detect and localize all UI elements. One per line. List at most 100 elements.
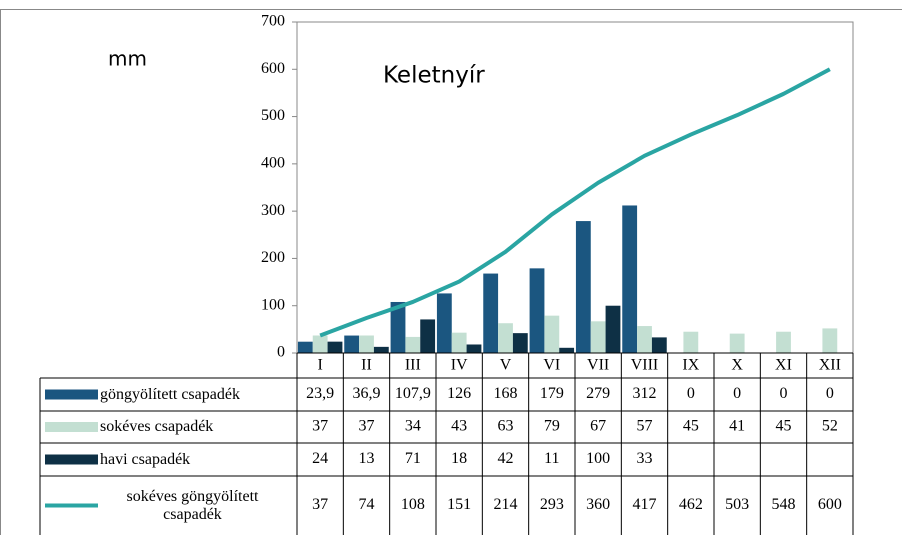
bar xyxy=(405,336,421,353)
table-cell: 108 xyxy=(401,496,425,513)
table-cell: 18 xyxy=(451,450,467,467)
y-axis-label: mm xyxy=(108,47,147,71)
bar xyxy=(512,333,528,353)
x-tick-label: VIII xyxy=(631,357,659,374)
bar xyxy=(622,205,638,353)
table-cell: 548 xyxy=(772,496,796,513)
bar xyxy=(466,344,482,353)
table-cell: 417 xyxy=(633,496,657,513)
table-cell: 168 xyxy=(494,385,518,402)
x-tick-label: I xyxy=(318,357,323,374)
bar xyxy=(373,346,389,353)
x-tick-label: IV xyxy=(451,357,468,374)
table-cell: 43 xyxy=(451,418,467,435)
table-cell: 41 xyxy=(729,418,745,435)
table-cell: 600 xyxy=(818,496,842,513)
table-cell: 45 xyxy=(776,418,792,435)
bar xyxy=(776,331,791,353)
table-cell: 74 xyxy=(359,496,375,513)
legend-label: sokéves göngyölített csapadék xyxy=(126,487,259,523)
bar xyxy=(590,321,606,353)
x-tick-label: III xyxy=(405,357,421,374)
y-tick-label: 700 xyxy=(261,13,285,30)
table-cell: 214 xyxy=(494,496,518,513)
table-cell: 126 xyxy=(447,385,471,402)
table-cell: 36,9 xyxy=(353,385,381,402)
y-tick-label: 0 xyxy=(277,344,285,361)
table-cell: 45 xyxy=(683,418,699,435)
table-cell: 42 xyxy=(498,450,514,467)
legend-label: sokéves csapadék xyxy=(100,418,214,435)
bar xyxy=(483,273,499,353)
bar xyxy=(451,332,467,353)
y-tick-label: 500 xyxy=(261,107,285,124)
x-tick-label: X xyxy=(731,357,743,374)
table-cell: 57 xyxy=(637,418,653,435)
table-cell: 462 xyxy=(679,496,703,513)
table-cell: 67 xyxy=(590,418,606,435)
table-cell: 100 xyxy=(586,450,610,467)
table-cell: 23,9 xyxy=(306,385,334,402)
y-tick-label: 300 xyxy=(261,202,285,219)
table-cell: 71 xyxy=(405,450,421,467)
y-tick-label: 100 xyxy=(261,296,285,313)
bar xyxy=(390,301,406,353)
bar xyxy=(605,305,621,353)
table-cell: 34 xyxy=(405,418,421,435)
x-tick-label: IX xyxy=(682,357,699,374)
legend-key xyxy=(45,422,98,432)
bar xyxy=(312,335,328,353)
table-cell: 0 xyxy=(826,385,834,402)
bar xyxy=(436,293,452,353)
table-cell: 11 xyxy=(544,450,559,467)
table-cell: 179 xyxy=(540,385,564,402)
legend-label: havi csapadék xyxy=(100,450,191,468)
bar xyxy=(529,268,545,353)
x-tick-label: XII xyxy=(819,357,841,374)
plot-area xyxy=(296,21,854,354)
bar xyxy=(637,326,652,353)
bar xyxy=(559,347,575,353)
table-cell: 503 xyxy=(725,496,749,513)
chart-title: Keletnyír xyxy=(383,63,485,89)
table-cell: 0 xyxy=(733,385,741,402)
table-cell: 13 xyxy=(359,450,375,467)
table-cell: 0 xyxy=(780,385,788,402)
table-cell: 312 xyxy=(633,385,657,402)
x-tick-label: II xyxy=(361,357,372,374)
x-tick-label: VII xyxy=(587,357,609,374)
table-cell: 37 xyxy=(312,418,328,435)
legend-key xyxy=(45,454,98,465)
legend-key xyxy=(45,389,98,400)
table-cell: 24 xyxy=(312,450,328,467)
bar xyxy=(729,333,745,353)
table-cell: 52 xyxy=(822,418,838,435)
bar xyxy=(544,315,560,353)
table-cell: 0 xyxy=(687,385,695,402)
bar xyxy=(344,335,360,353)
y-tick-label: 200 xyxy=(261,249,285,266)
bar xyxy=(498,323,513,353)
x-tick-label: XI xyxy=(775,357,792,374)
y-tick-label: 600 xyxy=(261,60,285,77)
bar xyxy=(297,341,313,353)
bar xyxy=(420,319,436,353)
x-tick-label: VI xyxy=(543,357,560,374)
legend-label: göngyölített csapadék xyxy=(100,385,240,403)
bar xyxy=(327,341,343,353)
line xyxy=(319,67,831,338)
y-tick-label: 400 xyxy=(261,155,285,172)
bar xyxy=(359,335,374,353)
x-tick-label: V xyxy=(500,357,512,374)
bar xyxy=(651,337,667,353)
table-cell: 63 xyxy=(498,418,514,435)
table-cell: 279 xyxy=(586,385,610,402)
bar xyxy=(575,221,591,353)
table-cell: 151 xyxy=(447,496,471,513)
table-cell: 37 xyxy=(359,418,375,435)
table-cell: 107,9 xyxy=(395,385,431,402)
table-cell: 293 xyxy=(540,496,564,513)
table-cell: 37 xyxy=(312,496,328,513)
